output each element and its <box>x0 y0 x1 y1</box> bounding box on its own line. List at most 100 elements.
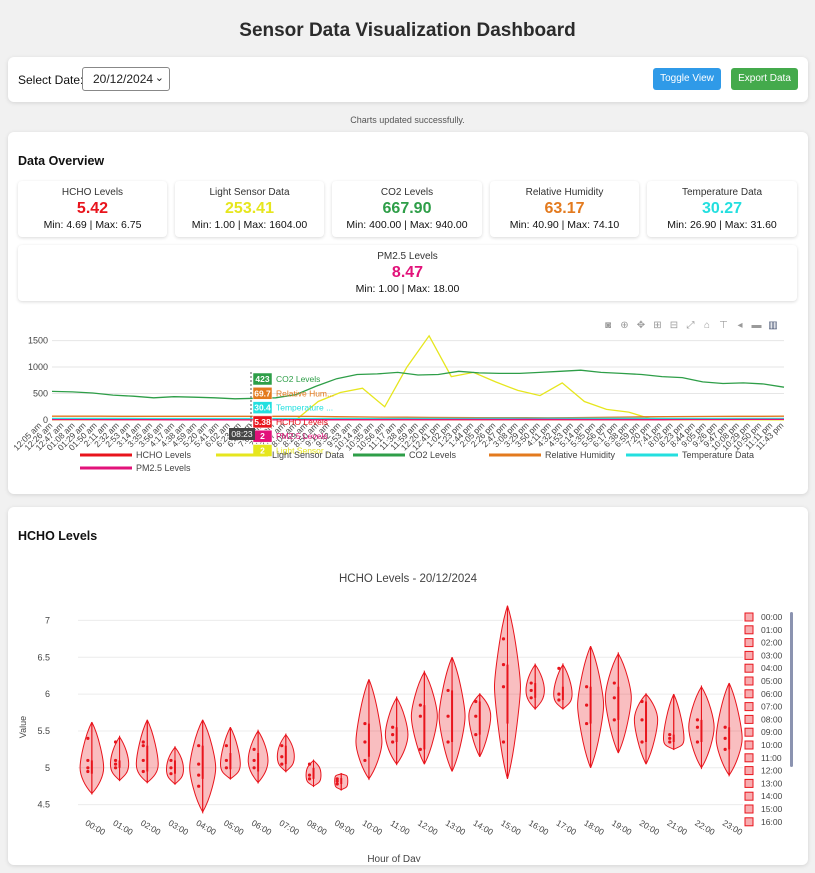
legend-label: PM2.5 Levels <box>136 463 191 473</box>
legend-swatch <box>744 740 754 750</box>
spike-icon[interactable]: ⊤ <box>719 320 728 331</box>
violin-body <box>506 605 521 779</box>
violin <box>355 679 383 781</box>
violin <box>604 651 632 754</box>
stat-card-light: Light Sensor Data 253.41 Min: 1.00 | Max… <box>175 181 324 237</box>
violin-point <box>280 762 284 766</box>
hover-closest-icon[interactable]: ◂ <box>737 320 742 331</box>
violin-point <box>723 725 727 729</box>
legend-label: 05:00 <box>761 676 783 686</box>
violin-body <box>590 646 605 768</box>
violin <box>135 719 159 784</box>
stat-value: 63.17 <box>544 200 585 217</box>
violin-point <box>335 777 339 781</box>
violin <box>189 719 217 814</box>
violin-point <box>335 779 339 783</box>
legend-scrollbar[interactable] <box>790 612 793 767</box>
stat-label: HCHO Levels <box>61 187 124 198</box>
y-tick-label: 0 <box>43 415 48 425</box>
violin-point <box>501 663 506 667</box>
legend-label: 15:00 <box>761 804 783 814</box>
legend-label: 10:00 <box>761 740 783 750</box>
legend-label: 08:00 <box>761 714 783 724</box>
hover-time-box <box>229 428 255 440</box>
violin-point <box>113 762 118 766</box>
legend-swatch <box>744 778 754 788</box>
violin-point <box>169 766 173 770</box>
violin-point <box>391 725 395 729</box>
x-tick-label: 10:00 <box>361 818 385 837</box>
violin-point <box>557 692 561 696</box>
legend-label: 12:00 <box>761 766 783 776</box>
autoscale-icon[interactable]: ⤢ <box>687 320 695 331</box>
hover-value-box <box>252 415 273 429</box>
x-tick-label: 21:00 <box>666 818 690 837</box>
violin-body-left <box>189 719 204 814</box>
x-tick-label: 06:00 <box>250 818 274 837</box>
violin-point <box>252 766 256 770</box>
chevron-down-icon: ⌄ <box>154 72 164 84</box>
violin-body-left <box>355 679 370 781</box>
violin-body <box>479 692 492 757</box>
violin-body-left <box>410 670 425 765</box>
stat-value: 8.47 <box>391 264 424 281</box>
legend-swatch <box>744 791 754 801</box>
legend-swatch <box>744 612 754 622</box>
violin-body <box>673 693 685 751</box>
violin-point <box>252 758 256 763</box>
zoom-out-icon[interactable]: ⊟ <box>670 320 678 331</box>
hover-value-box <box>252 372 273 386</box>
legend-swatch <box>744 638 754 648</box>
hover-compare-icon[interactable]: ▬ <box>752 320 762 331</box>
violin-point <box>86 766 90 770</box>
legend-swatch <box>744 817 754 827</box>
violin-body-left <box>662 693 675 751</box>
export-data-button[interactable]: Export Data <box>731 68 798 90</box>
violin-body-left <box>577 646 592 768</box>
violin-point <box>723 747 727 751</box>
violin-body <box>340 772 349 791</box>
violin-point <box>169 772 173 776</box>
violin-point <box>280 755 284 759</box>
legend-swatch <box>744 625 754 635</box>
x-tick-label: 09:00 <box>333 818 357 837</box>
hover-series-name: PM2.5 Levels <box>276 431 328 441</box>
violin-body <box>313 759 322 788</box>
status-message: Charts updated successfully. <box>350 115 465 125</box>
legend-swatch <box>744 676 754 686</box>
hover-series-name: CO2 Levels <box>276 374 320 384</box>
violin-body <box>174 745 184 786</box>
y-tick-label: 5.5 <box>37 726 50 736</box>
plotly-logo-icon[interactable]: ▥ <box>768 320 777 331</box>
violin-point <box>474 733 478 737</box>
pan-icon[interactable]: ✥ <box>637 320 645 331</box>
violin-point <box>695 725 700 729</box>
zoom-in-icon[interactable]: ⊞ <box>653 320 661 331</box>
violin-point <box>335 782 339 786</box>
hover-series-name: Temperature ... <box>276 403 333 413</box>
x-tick-label: 01:00 <box>111 818 135 837</box>
violin-point <box>418 747 422 751</box>
zoom-icon[interactable]: ⊕ <box>620 320 628 331</box>
violin-point <box>391 740 395 744</box>
violin-point <box>141 769 145 774</box>
x-tick-label: 16:00 <box>527 818 551 837</box>
violin-point <box>585 721 589 726</box>
x-tick-label: 18:00 <box>582 818 606 837</box>
violin-point <box>612 681 616 685</box>
toggle-view-button[interactable]: Toggle View <box>653 68 721 90</box>
violin-point <box>141 740 145 744</box>
violin-point <box>668 733 672 737</box>
stat-card-pm25: PM2.5 Levels 8.47 Min: 1.00 | Max: 18.00 <box>18 245 797 301</box>
violin-body <box>700 684 715 770</box>
violin-body-left <box>604 651 619 754</box>
violin-body <box>396 696 409 766</box>
camera-icon[interactable]: ◙ <box>605 320 611 331</box>
violin-body <box>119 735 130 782</box>
date-select[interactable]: 20/12/2024 ⌄ <box>82 67 170 91</box>
hcho-violin-chart[interactable]: HCHO Levels - 20/12/2024 4.5 5 5.5 6 6.5 7 Valu… <box>8 552 808 862</box>
violin <box>553 662 573 710</box>
violin-body <box>202 719 217 814</box>
home-icon[interactable]: ⌂ <box>704 320 710 331</box>
